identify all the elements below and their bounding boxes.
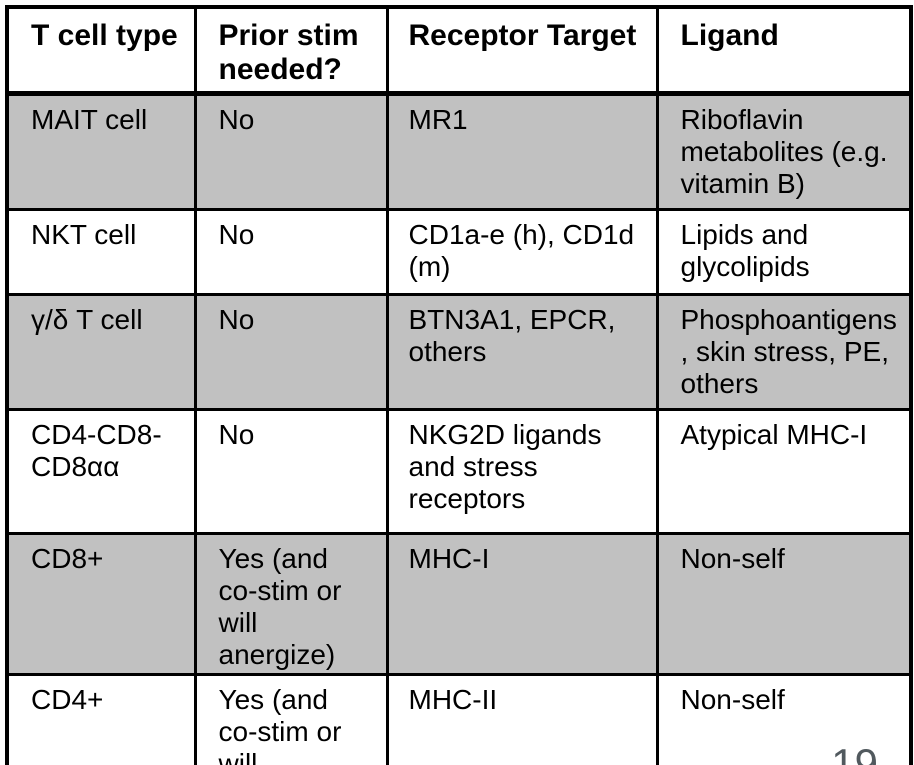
column-header-ligand: Ligand	[655, 5, 913, 96]
page-number: 19	[831, 740, 878, 765]
cell-prior-stim: No	[193, 292, 389, 411]
cell-ligand: Non-self	[655, 672, 913, 765]
table-row-cd4-cd8-cd8aa: CD4-CD8-CD8αα No NKG2D ligands and stres…	[5, 407, 913, 535]
cell-ligand: Non-self	[655, 531, 913, 676]
table-row-mait: MAIT cell No MR1 Riboflavin metabolites …	[5, 91, 913, 211]
t-cell-comparison-table: T cell type Prior stim needed? Receptor …	[5, 5, 913, 765]
cell-receptor-target: CD1a-e (h), CD1d (m)	[385, 207, 659, 296]
cell-receptor-target: MHC-II	[385, 672, 659, 765]
cell-ligand: Atypical MHC-I	[655, 407, 913, 535]
cell-t-cell-type: CD4+	[5, 672, 197, 765]
column-header-prior-stim: Prior stim needed?	[193, 5, 389, 96]
cell-ligand: Lipids and glycolipids	[655, 207, 913, 296]
cell-receptor-target: BTN3A1, EPCR, others	[385, 292, 659, 411]
header-row: T cell type Prior stim needed? Receptor …	[5, 5, 913, 96]
table-row-cd4: CD4+ Yes (and co-stim or will anergize) …	[5, 672, 913, 765]
cell-t-cell-type: γ/δ T cell	[5, 292, 197, 411]
cell-prior-stim: No	[193, 207, 389, 296]
table-row-cd8: CD8+ Yes (and co-stim or will anergize) …	[5, 531, 913, 676]
cell-receptor-target: NKG2D ligands and stress receptors	[385, 407, 659, 535]
cell-t-cell-type: NKT cell	[5, 207, 197, 296]
cell-prior-stim: Yes (and co-stim or will anergize)	[193, 531, 389, 676]
column-header-receptor-target: Receptor Target	[385, 5, 659, 96]
cell-prior-stim: Yes (and co-stim or will anergize)	[193, 672, 389, 765]
column-header-t-cell-type: T cell type	[5, 5, 197, 96]
cell-ligand: Riboflavin metabolites (e.g. vitamin B)	[655, 91, 913, 211]
cell-prior-stim: No	[193, 407, 389, 535]
cell-receptor-target: MHC-I	[385, 531, 659, 676]
cell-t-cell-type: CD8+	[5, 531, 197, 676]
cell-receptor-target: MR1	[385, 91, 659, 211]
table-row-gamma-delta: γ/δ T cell No BTN3A1, EPCR, others Phosp…	[5, 292, 913, 411]
table-row-nkt: NKT cell No CD1a-e (h), CD1d (m) Lipids …	[5, 207, 913, 296]
cell-t-cell-type: CD4-CD8-CD8αα	[5, 407, 197, 535]
cell-ligand: Phosphoantigens , skin stress, PE, other…	[655, 292, 913, 411]
cell-prior-stim: No	[193, 91, 389, 211]
cell-t-cell-type: MAIT cell	[5, 91, 197, 211]
